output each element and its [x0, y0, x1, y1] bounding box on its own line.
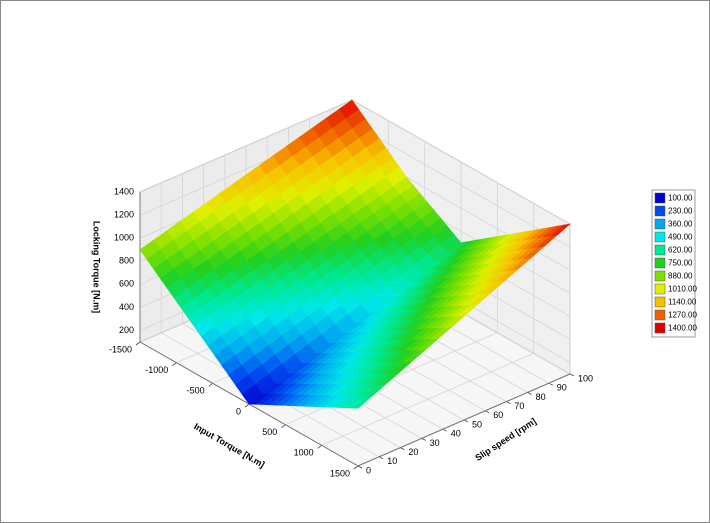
legend-swatch — [654, 218, 666, 230]
y-tick-label: 60 — [493, 410, 503, 420]
tick-mark — [244, 403, 250, 408]
y-tick-label: 80 — [536, 392, 546, 402]
legend-label: 100.00 — [668, 194, 693, 203]
legend-swatch — [654, 270, 666, 282]
x-tick-label: -1000 — [145, 365, 168, 375]
legend-label: 490.00 — [668, 233, 693, 242]
tick-mark — [379, 456, 384, 460]
z-tick-label: 400 — [119, 302, 134, 312]
tick-mark — [353, 465, 359, 470]
y-tick-label: 20 — [408, 447, 418, 457]
tick-mark — [569, 373, 575, 377]
tick-mark — [548, 382, 553, 386]
tick-mark — [463, 419, 469, 423]
legend-label: 880.00 — [668, 272, 693, 281]
tick-mark — [135, 341, 141, 346]
y-tick-label: 30 — [430, 438, 440, 448]
z-tick-label: 200 — [119, 325, 134, 335]
legend-swatch — [654, 244, 666, 256]
legend-label: 1140.00 — [668, 298, 697, 307]
tick-mark — [317, 445, 322, 449]
tick-mark — [442, 428, 447, 432]
legend-swatch — [654, 309, 666, 321]
legend-label: 620.00 — [668, 246, 693, 255]
y-tick-label: 90 — [557, 383, 567, 393]
tick-mark — [527, 392, 532, 395]
x-tick-label: -500 — [187, 386, 205, 396]
legend-swatch — [654, 192, 666, 204]
surface — [139, 99, 572, 409]
x-tick-label: 1500 — [330, 468, 350, 478]
tick-mark — [400, 447, 405, 450]
tick-mark — [357, 465, 363, 469]
tick-mark — [281, 424, 286, 428]
tick-mark — [485, 410, 490, 414]
z-tick-label: 1400 — [114, 186, 134, 196]
legend-swatch — [654, 296, 666, 308]
tick-mark — [506, 401, 511, 404]
surface-patch — [350, 396, 373, 409]
legend-label: 1270.00 — [668, 311, 697, 320]
legend-label: 1400.00 — [668, 324, 697, 333]
legend-label: 360.00 — [668, 220, 693, 229]
z-tick-label: 1000 — [114, 233, 134, 243]
legend-label: 1010.00 — [668, 285, 697, 294]
z-tick-label: 600 — [119, 279, 134, 289]
legend-swatch — [654, 231, 666, 243]
y-tick-label: 50 — [472, 419, 482, 429]
x-tick-label: -1500 — [109, 344, 132, 354]
tick-mark — [172, 362, 177, 366]
legend-label: 230.00 — [668, 207, 693, 216]
y-tick-label: 40 — [451, 429, 461, 439]
z-axis-title: Locking Torque [N.m] — [92, 221, 102, 313]
y-tick-label: 70 — [514, 401, 524, 411]
y-tick-label: 100 — [578, 373, 593, 383]
y-tick-label: 0 — [366, 465, 371, 475]
x-tick-label: 500 — [262, 427, 277, 437]
x-tick-label: 0 — [236, 406, 241, 416]
x-tick-label: 1000 — [294, 448, 314, 458]
z-tick-label: 1200 — [114, 209, 134, 219]
z-tick-label: 800 — [119, 256, 134, 266]
legend-label: 750.00 — [668, 259, 693, 268]
legend-swatch — [654, 283, 666, 295]
legend-swatch — [654, 322, 666, 334]
tick-mark — [421, 438, 426, 441]
legend-swatch — [654, 257, 666, 269]
legend-swatch — [654, 205, 666, 217]
tick-mark — [208, 383, 213, 387]
y-tick-label: 10 — [387, 456, 397, 466]
